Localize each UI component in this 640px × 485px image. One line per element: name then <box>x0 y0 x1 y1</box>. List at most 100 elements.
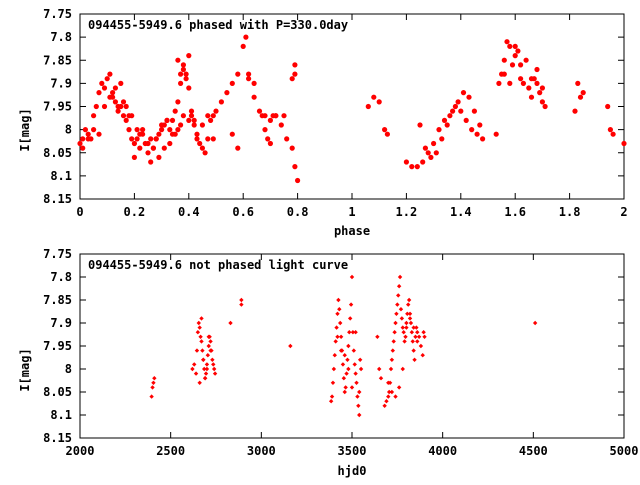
unphased-data-point <box>202 376 208 381</box>
unphased-data-point <box>342 353 347 358</box>
phased-data-point <box>218 99 224 105</box>
phased-data-point <box>501 57 507 63</box>
phased-data-point <box>107 71 113 77</box>
phased-data-point <box>175 99 181 105</box>
unphased-data-point <box>204 362 210 367</box>
unphased-data-point <box>197 325 202 330</box>
phased-data-point <box>471 108 477 114</box>
phased-data-point <box>295 177 301 184</box>
unphased-data-point <box>197 380 202 385</box>
unphased-data-point <box>413 334 418 339</box>
phased-data-point <box>85 136 91 142</box>
phased-data-point <box>526 85 532 91</box>
phased-data-point <box>172 131 178 137</box>
unphased-data-point <box>416 334 422 339</box>
unphased-data-point <box>406 297 412 303</box>
unphased-data-point <box>414 325 419 330</box>
phased-data-point <box>148 159 154 165</box>
phased-data-point <box>420 159 426 165</box>
phased-data-point <box>518 62 524 68</box>
unphased-y-tick-label: 8.15 <box>43 431 72 445</box>
unphased-data-point <box>346 343 351 349</box>
phased-data-point <box>403 159 409 165</box>
phased-data-point <box>507 80 513 86</box>
unphased-data-point <box>203 371 209 376</box>
phased-data-point <box>518 76 524 82</box>
phased-data-point <box>436 127 442 133</box>
phased-data-point <box>376 99 382 105</box>
unphased-data-point <box>334 325 339 330</box>
unphased-data-point <box>199 339 204 344</box>
phased-data-point <box>278 122 284 128</box>
phased-data-point <box>441 117 448 123</box>
phased-data-point <box>246 71 252 77</box>
phased-data-point <box>493 131 499 137</box>
phased-y-tick-label: 7.8 <box>50 30 72 44</box>
phased-data-point <box>180 66 186 73</box>
unphased-y-tick-label: 8 <box>65 362 72 376</box>
unphased-data-point <box>386 380 391 385</box>
unphased-data-point <box>239 297 244 303</box>
unphased-data-point <box>358 366 364 372</box>
phased-y-tick-label: 8.15 <box>43 192 72 206</box>
phased-data-point <box>91 113 97 119</box>
unphased-x-tick-label: 2500 <box>156 444 185 458</box>
unphased-y-tick-label: 8.1 <box>50 408 72 422</box>
unphased-data-point <box>412 357 417 362</box>
unphased-data-point <box>350 330 356 335</box>
phased-data-point <box>167 127 173 133</box>
unphased-x-tick-label: 4500 <box>519 444 548 458</box>
unphased-data-point <box>403 334 408 339</box>
unphased-data-point <box>348 302 354 307</box>
phased-data-point <box>229 80 235 86</box>
unphased-data-point <box>391 339 396 344</box>
phased-data-point <box>474 131 480 137</box>
phased-data-point <box>202 150 208 156</box>
phased-data-point <box>289 76 295 82</box>
unphased-data-point <box>405 311 410 316</box>
phased-data-point <box>140 127 146 133</box>
unphased-data-point <box>421 330 426 335</box>
phased-data-point <box>199 145 205 151</box>
unphased-data-point <box>211 366 217 372</box>
phased-data-point <box>188 113 195 119</box>
phased-x-axis-label: phase <box>334 224 370 238</box>
phased-data-point <box>120 113 127 119</box>
phased-data-point <box>539 99 546 105</box>
phased-data-point <box>167 140 173 147</box>
unphased-y-ticks: 7.75 7.8 7.85 7.9 7.95 8 8.05 8.1 8.15 <box>43 247 624 445</box>
phased-light-curve-panel: 7.75 7.8 7.85 7.9 7.95 8 8.05 8.1 8.15 0 0.2 0.4 0.… <box>18 7 628 238</box>
phased-data-point <box>145 140 151 147</box>
phased-data-point <box>292 164 298 170</box>
unphased-data-point <box>357 357 363 362</box>
phased-data-point <box>572 108 578 114</box>
phased-data-point <box>447 113 453 119</box>
phased-data-point <box>101 85 108 91</box>
unphased-y-tick-label: 8.05 <box>43 385 72 399</box>
unphased-data-point <box>333 339 338 344</box>
phased-data-point <box>262 127 268 133</box>
unphased-y-tick-label: 7.85 <box>43 293 72 307</box>
unphased-data-point <box>338 334 344 339</box>
phased-data-point <box>178 80 184 86</box>
phased-data-point <box>256 108 263 114</box>
unphased-data-point <box>398 307 404 312</box>
phased-data-point <box>240 43 246 50</box>
unphased-data-point <box>401 330 406 335</box>
phased-data-point <box>148 136 154 142</box>
unphased-data-point <box>353 330 358 335</box>
unphased-data-point <box>400 325 405 330</box>
unphased-data-point <box>205 353 211 358</box>
phased-data-point <box>469 127 475 133</box>
unphased-data-point <box>396 385 402 390</box>
phased-data-point <box>178 122 184 128</box>
unphased-x-tick-label: 4000 <box>428 444 457 458</box>
phased-data-point <box>161 145 167 151</box>
phased-data-point <box>496 80 502 86</box>
unphased-y-tick-label: 7.8 <box>50 270 72 284</box>
phased-x-tick-label: 1.6 <box>504 205 526 219</box>
unphased-data-point <box>288 343 293 349</box>
unphased-data-point <box>384 399 389 404</box>
phased-data-point <box>77 140 83 147</box>
